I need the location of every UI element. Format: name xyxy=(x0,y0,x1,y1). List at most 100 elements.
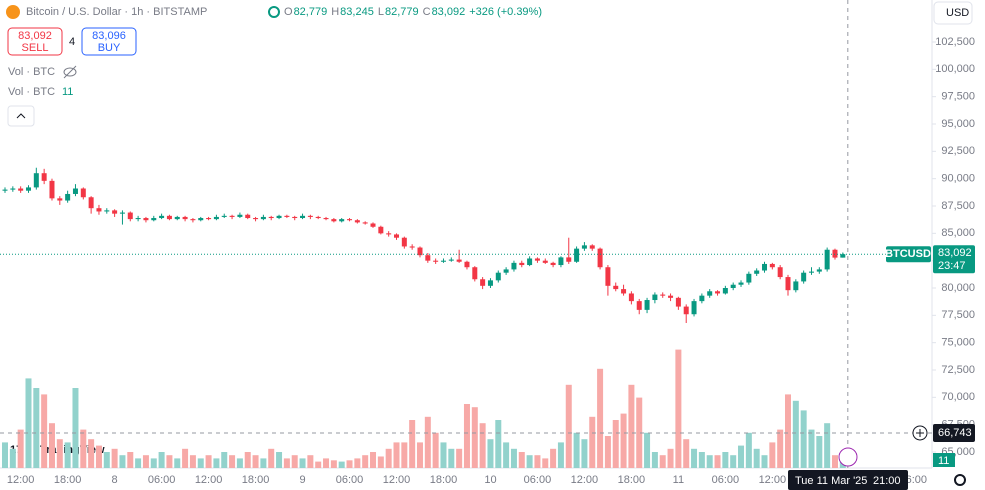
volume-bar xyxy=(56,439,63,468)
x-tick-label: 18:00 xyxy=(54,474,82,486)
volume-bar xyxy=(150,458,157,468)
volume-bar xyxy=(72,388,79,468)
y-tick-label: 72,500 xyxy=(941,364,975,376)
candle-body xyxy=(65,193,71,201)
candle-body xyxy=(292,216,298,219)
settings-icon[interactable] xyxy=(954,474,966,486)
volume-bar xyxy=(573,432,580,468)
candle-body xyxy=(253,218,259,220)
volume-bar xyxy=(495,420,502,468)
ohlc-key: H xyxy=(331,6,339,18)
y-tick-label: 87,500 xyxy=(941,200,975,212)
candle-body xyxy=(487,280,493,286)
collapse-icon xyxy=(16,113,26,119)
volume-bar xyxy=(323,458,330,468)
volume-current: 11 xyxy=(62,86,73,98)
candle-body xyxy=(370,223,376,227)
volume-bar xyxy=(189,455,196,468)
volume-bar xyxy=(542,458,549,468)
candle-body xyxy=(33,173,39,188)
candle-body xyxy=(660,294,666,296)
volume-bar xyxy=(291,455,298,468)
volume-bar xyxy=(236,458,243,468)
candle-body xyxy=(127,212,133,220)
candle-body xyxy=(10,188,16,190)
volume-bar xyxy=(620,413,627,468)
volume-bar xyxy=(534,455,541,468)
candle-body xyxy=(417,247,423,256)
candle-body xyxy=(401,237,407,247)
candle-body xyxy=(339,219,345,222)
candle-body xyxy=(315,216,321,219)
candle-body xyxy=(362,222,368,224)
volume-bar xyxy=(792,400,799,468)
volume-bar xyxy=(510,448,517,468)
candle-body xyxy=(448,259,454,261)
volume-bar xyxy=(205,455,212,468)
sell-button[interactable] xyxy=(7,27,63,56)
volume-bar xyxy=(276,452,283,468)
hide-icon[interactable] xyxy=(63,67,77,77)
candle-body xyxy=(668,295,674,298)
volume-bar xyxy=(416,442,423,468)
volume-bar xyxy=(244,452,251,468)
volume-bar xyxy=(503,442,510,468)
candle-body xyxy=(276,215,282,219)
ohlc-value: 82,779 xyxy=(294,6,328,18)
candle-body xyxy=(527,258,533,266)
candle-body xyxy=(574,248,580,262)
candle-body xyxy=(832,249,838,258)
candle-body xyxy=(284,215,290,217)
volume-bar xyxy=(785,394,791,468)
volume-bar xyxy=(182,448,189,468)
volume-bar xyxy=(424,416,431,468)
buy-button[interactable] xyxy=(81,27,137,56)
candle-body xyxy=(41,173,47,181)
candle-body xyxy=(542,260,548,263)
volume-bar xyxy=(197,458,204,468)
candle-body xyxy=(808,271,814,273)
collapse-button[interactable] xyxy=(7,105,35,127)
candle-body xyxy=(503,269,509,273)
x-tick-label: 10 xyxy=(484,474,496,486)
y-tick-label: 75,000 xyxy=(941,337,975,349)
ohlc-key: L xyxy=(378,6,384,18)
volume-bar xyxy=(158,452,165,468)
volume-bar xyxy=(487,439,494,468)
volume-bar xyxy=(644,432,651,468)
candle-body xyxy=(762,263,768,271)
candle-body xyxy=(472,267,478,280)
volume-bar xyxy=(260,458,267,468)
volume-bar xyxy=(824,423,831,468)
candle-body xyxy=(260,216,266,220)
y-tick-label: 102,500 xyxy=(935,36,975,48)
x-tick-label: 12:00 xyxy=(383,474,411,486)
x-tick-label: 12:00 xyxy=(759,474,787,486)
volume-bar xyxy=(229,455,236,468)
x-tick-label: 8 xyxy=(112,474,118,486)
change: +326 (+0.39%) xyxy=(469,6,542,18)
volume-tag-text: 11 xyxy=(938,455,949,467)
candle-body xyxy=(464,261,470,268)
buy-price: 83,096 xyxy=(92,30,126,42)
volume-bar xyxy=(730,455,737,468)
x-tick-label: 11 xyxy=(673,474,684,486)
volume-bar xyxy=(667,448,674,468)
crosshair-price-tag xyxy=(933,423,975,442)
candle-body xyxy=(386,233,392,235)
candle-body xyxy=(88,197,94,209)
volume-bar xyxy=(213,458,220,468)
volume-bar xyxy=(142,455,149,468)
candle-body xyxy=(801,272,807,282)
candle-body xyxy=(80,188,86,198)
volume-bar xyxy=(362,455,369,468)
candle-body xyxy=(777,267,783,278)
ohlc-value: 82,779 xyxy=(385,6,419,18)
candle-body xyxy=(675,297,681,307)
candle-body xyxy=(2,189,8,191)
volume-bar xyxy=(612,420,619,468)
candle-body xyxy=(237,214,243,217)
currency-button[interactable] xyxy=(933,1,973,25)
volume-bar xyxy=(401,442,408,468)
candle-body xyxy=(730,284,736,288)
